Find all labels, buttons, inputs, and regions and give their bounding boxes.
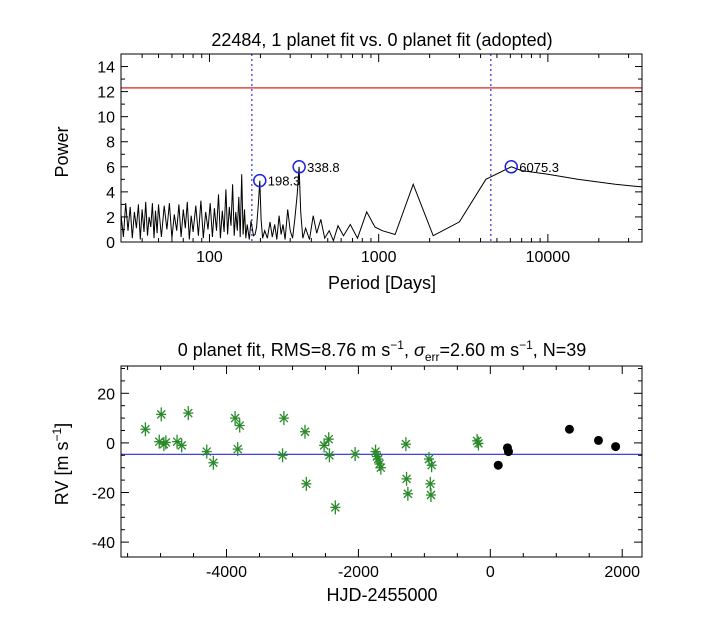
y-tick-label: 4 [106, 185, 115, 202]
peak-marker [504, 160, 519, 174]
x-tick-label: -2000 [338, 564, 379, 581]
y-tick-label: 0 [106, 436, 115, 453]
rv-frame [120, 365, 643, 558]
periodogram-ylabel: Power [52, 126, 72, 177]
rv-point-dot [593, 435, 603, 445]
rv-point-asterisk [425, 487, 436, 502]
y-tick-label: 10 [97, 110, 115, 127]
rv-point-asterisk [330, 500, 341, 515]
x-tick-label: 10000 [526, 249, 571, 266]
y-tick-label: 12 [97, 85, 115, 102]
rv-title: 0 planet fit, RMS=8.76 m s−1, σerr=2.60 … [178, 338, 587, 364]
periodogram-frame [120, 53, 643, 243]
y-tick-label: 6 [106, 160, 115, 177]
rv-plot: -40 -20 0 20 -4000 -2000 0 2000 [92, 365, 643, 581]
rv-point-asterisk [201, 444, 212, 459]
rv-point-asterisk [402, 486, 413, 501]
rv-point-asterisk [350, 447, 361, 462]
rv-point-asterisk [154, 434, 165, 449]
rv-point-asterisk [301, 476, 312, 491]
rv-point-asterisk [299, 424, 310, 439]
rv-point-asterisk [160, 435, 171, 450]
y-tick-label: 14 [97, 60, 115, 77]
rv-point-asterisk [401, 471, 412, 486]
peak-label: 6075.3 [519, 160, 559, 175]
peak-marker [253, 173, 267, 188]
rv-point-asterisk [425, 476, 436, 491]
rv-point-asterisk [232, 442, 243, 457]
y-tick-label: -20 [92, 486, 115, 503]
periodogram-plot: 198.3 338.8 6075.3 0 2 4 6 8 10 12 14 100 1000 10000 [97, 53, 643, 266]
rv-point-dot [503, 447, 513, 457]
rv-point-asterisk [426, 458, 437, 473]
rv-point-asterisk [183, 406, 194, 421]
peak-label: 198.3 [268, 174, 301, 189]
y-tick-label: 8 [106, 135, 115, 152]
periodogram-line [120, 166, 643, 243]
rv-point-asterisk [324, 448, 335, 463]
x-tick-label: 1000 [361, 249, 397, 266]
peak-marker [292, 160, 306, 174]
rv-point-dot [564, 424, 574, 434]
rv-point-asterisk [156, 407, 167, 422]
rv-point-asterisk [375, 460, 386, 475]
x-tick-label: 100 [196, 249, 223, 266]
y-tick-label: 20 [97, 386, 115, 403]
periodogram-xlabel: Period [Days] [328, 273, 436, 293]
y-tick-label: 2 [106, 210, 115, 227]
rv-point-asterisk [234, 418, 245, 433]
rv-point-asterisk [230, 411, 241, 426]
x-tick-label: -4000 [206, 564, 247, 581]
rv-point-asterisk [140, 422, 151, 437]
peak-label: 338.8 [307, 160, 340, 175]
rv-point-asterisk [323, 432, 334, 447]
rv-point-asterisk [176, 438, 187, 453]
rv-point-asterisk [473, 436, 484, 451]
periodogram-title: 22484, 1 planet fit vs. 0 planet fit (ad… [211, 30, 552, 50]
rv-point-asterisk [319, 438, 330, 453]
x-tick-label: 2000 [604, 564, 640, 581]
rv-point-dot [493, 460, 503, 470]
y-tick-label: 0 [106, 235, 115, 252]
rv-point-asterisk [277, 448, 288, 463]
rv-ylabel: RV [m s−1] [50, 423, 72, 505]
rv-point-asterisk [208, 455, 219, 470]
rv-point-dot [611, 442, 621, 452]
x-tick-label: 0 [486, 564, 495, 581]
rv-xlabel: HJD-2455000 [326, 585, 437, 605]
y-tick-label: -40 [92, 535, 115, 552]
rv-point-asterisk [278, 411, 289, 426]
rv-point-asterisk [400, 437, 411, 452]
